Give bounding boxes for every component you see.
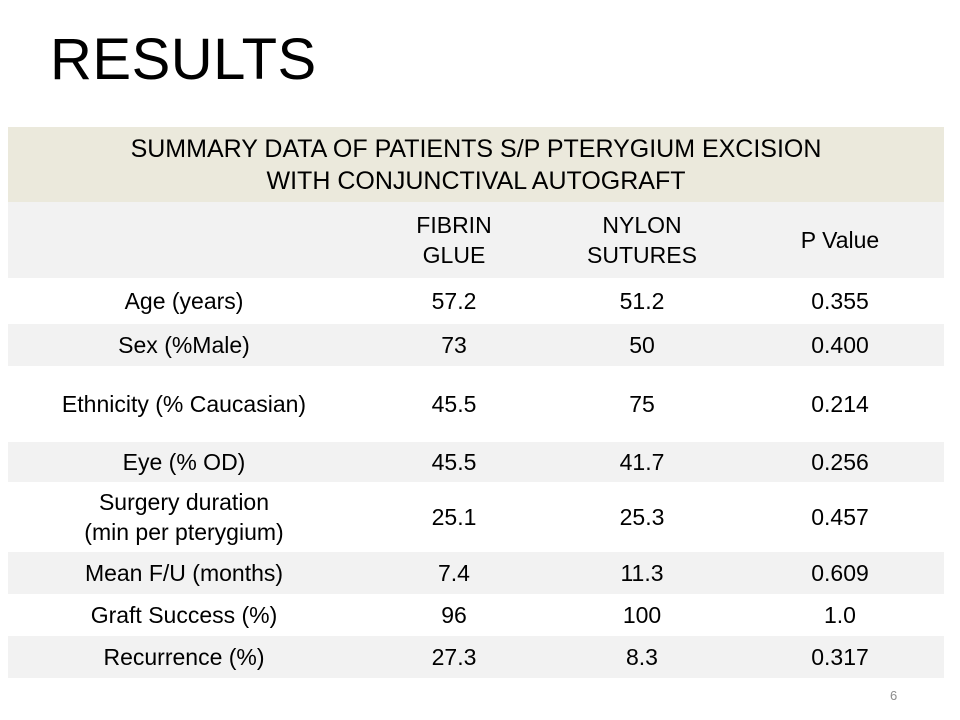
fibrin-glue-cell: 45.5 [431,391,477,417]
p-value-cell: 0.256 [811,449,869,475]
p-value-cell: 0.214 [811,391,869,417]
summary-table: SUMMARY DATA OF PATIENTS S/P PTERYGIUM E… [8,127,944,678]
p-value-cell: 0.400 [811,332,869,358]
row-label-line: Graft Success (%) [90,602,278,628]
row-label-line: Mean F/U (months) [84,560,284,586]
header-cell-line: SUTURES [587,242,697,268]
table-body: Age (years) 57.2 51.2 0.355 Sex (%Male) 73 50 0… [8,278,944,678]
header-cell-line: FIBRIN [416,212,492,238]
table-caption-line: WITH CONJUNCTIVAL AUTOGRAFT [266,166,686,195]
row-label-line: Eye (% OD) [122,449,246,475]
nylon-sutures-cell: 25.3 [619,504,665,530]
p-value-cell: 1.0 [824,602,856,628]
nylon-sutures-cell: 75 [629,391,655,417]
table-row: Surgery duration (min per pterygium) 25.1 2… [8,482,944,552]
fibrin-glue-cell: 7.4 [438,560,470,586]
fibrin-glue-cell: 57.2 [431,288,477,314]
p-value-cell: 0.457 [811,504,869,530]
row-label-line: Ethnicity (% Caucasian) [61,391,307,417]
row-label-cell: Mean F/U (months) [8,558,360,588]
table-caption-line: SUMMARY DATA OF PATIENTS S/P PTERYGIUM E… [130,134,822,163]
row-label-line: Recurrence (%) [103,644,265,670]
table-header-row: FIBRIN GLUE NYLON SUTURES P Value [8,202,944,278]
row-label-line: Age (years) [124,288,244,314]
nylon-sutures-cell: 50 [629,332,655,358]
header-cell-line: NYLON [602,212,682,238]
row-label-cell: Ethnicity (% Caucasian) [8,389,360,419]
header-cell-nylon-sutures: NYLON SUTURES [548,210,736,270]
nylon-sutures-cell: 51.2 [619,288,665,314]
p-value-cell: 0.317 [811,644,869,670]
table-row: Eye (% OD) 45.5 41.7 0.256 [8,442,944,482]
header-cell-fibrin-glue: FIBRIN GLUE [360,210,548,270]
row-label-cell: Surgery duration (min per pterygium) [8,487,360,547]
p-value-cell: 0.355 [811,288,869,314]
fibrin-glue-cell: 73 [441,332,467,358]
fibrin-glue-cell: 96 [441,602,467,628]
row-label-line: Surgery duration [98,489,270,515]
table-caption: SUMMARY DATA OF PATIENTS S/P PTERYGIUM E… [8,127,944,202]
nylon-sutures-cell: 8.3 [626,644,658,670]
slide-title: RESULTS [50,27,317,92]
row-label-cell: Eye (% OD) [8,447,360,477]
table-row: Sex (%Male) 73 50 0.400 [8,324,944,366]
table-row: Graft Success (%) 96 100 1.0 [8,594,944,636]
table-row: Recurrence (%) 27.3 8.3 0.317 [8,636,944,678]
nylon-sutures-cell: 41.7 [619,449,665,475]
row-label-cell: Recurrence (%) [8,642,360,672]
row-label-cell: Age (years) [8,286,360,316]
row-label-line: (min per pterygium) [84,519,284,545]
p-value-cell: 0.609 [811,560,869,586]
header-cell-line: P Value [800,227,880,253]
row-label-cell: Sex (%Male) [8,330,360,360]
nylon-sutures-cell: 100 [622,602,662,628]
header-cell-line: GLUE [422,242,486,268]
table-row: Age (years) 57.2 51.2 0.355 [8,278,944,324]
nylon-sutures-cell: 11.3 [620,560,664,586]
fibrin-glue-cell: 45.5 [431,449,477,475]
header-cell-p-value: P Value [736,225,944,255]
row-label-cell: Graft Success (%) [8,600,360,630]
table-row: Mean F/U (months) 7.4 11.3 0.609 [8,552,944,594]
table-row: Ethnicity (% Caucasian) 45.5 75 0.214 [8,366,944,442]
page-number: 6 [890,688,898,703]
fibrin-glue-cell: 27.3 [431,644,477,670]
row-label-line: Sex (%Male) [118,332,250,358]
fibrin-glue-cell: 25.1 [431,504,477,530]
